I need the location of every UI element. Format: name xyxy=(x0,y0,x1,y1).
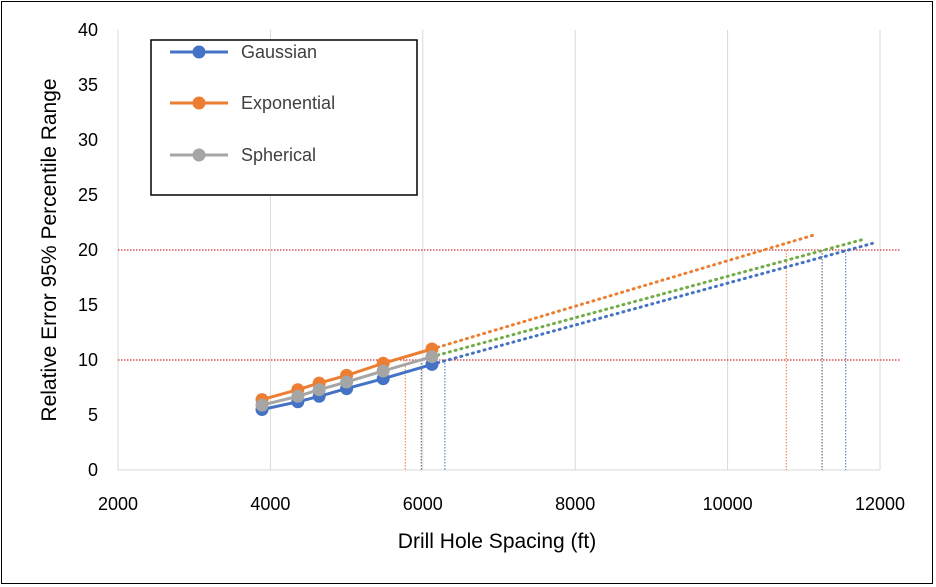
trendlines xyxy=(430,233,874,366)
trendline-exponential xyxy=(430,233,817,351)
y-tick-label: 40 xyxy=(78,20,98,40)
series-layer xyxy=(255,342,439,416)
legend-label-exponential: Exponential xyxy=(241,93,335,113)
legend-marker-spherical xyxy=(192,148,206,162)
y-tick-label: 15 xyxy=(78,295,98,315)
y-tick-label: 25 xyxy=(78,185,98,205)
legend-marker-gaussian xyxy=(192,45,206,59)
legend-box xyxy=(150,39,418,196)
data-point-spherical xyxy=(312,383,326,397)
x-tick-label: 10000 xyxy=(703,494,753,514)
trendline-spherical xyxy=(430,237,867,359)
x-axis-title: Drill Hole Spacing (ft) xyxy=(398,530,596,553)
data-point-spherical xyxy=(340,375,354,389)
trendline-gaussian xyxy=(430,241,874,366)
y-tick-label: 10 xyxy=(78,350,98,370)
data-point-spherical xyxy=(425,350,439,364)
x-tick-label: 4000 xyxy=(250,494,290,514)
y-tick-label: 0 xyxy=(88,460,98,480)
x-tick-label: 2000 xyxy=(98,494,138,514)
y-axis-title: Relative Error 95% Percentile Range xyxy=(38,78,61,421)
legend: Gaussian Exponential Spherical xyxy=(150,39,418,196)
x-tick-label: 8000 xyxy=(555,494,595,514)
y-tick-label: 20 xyxy=(78,240,98,260)
x-tick-label: 6000 xyxy=(403,494,443,514)
data-point-spherical xyxy=(376,364,390,378)
x-tick-label: 12000 xyxy=(855,494,905,514)
y-tick-label: 35 xyxy=(78,75,98,95)
data-point-spherical xyxy=(291,389,305,403)
data-point-spherical xyxy=(255,398,269,412)
tick-labels: 2000 4000 6000 8000 10000 12000 0 5 10 15 20 25 30 35… xyxy=(78,20,905,514)
legend-marker-exponential xyxy=(192,96,206,110)
legend-label-gaussian: Gaussian xyxy=(241,42,317,62)
y-tick-label: 5 xyxy=(88,405,98,425)
y-tick-label: 30 xyxy=(78,130,98,150)
legend-label-spherical: Spherical xyxy=(241,145,316,165)
reference-lines xyxy=(118,249,900,470)
